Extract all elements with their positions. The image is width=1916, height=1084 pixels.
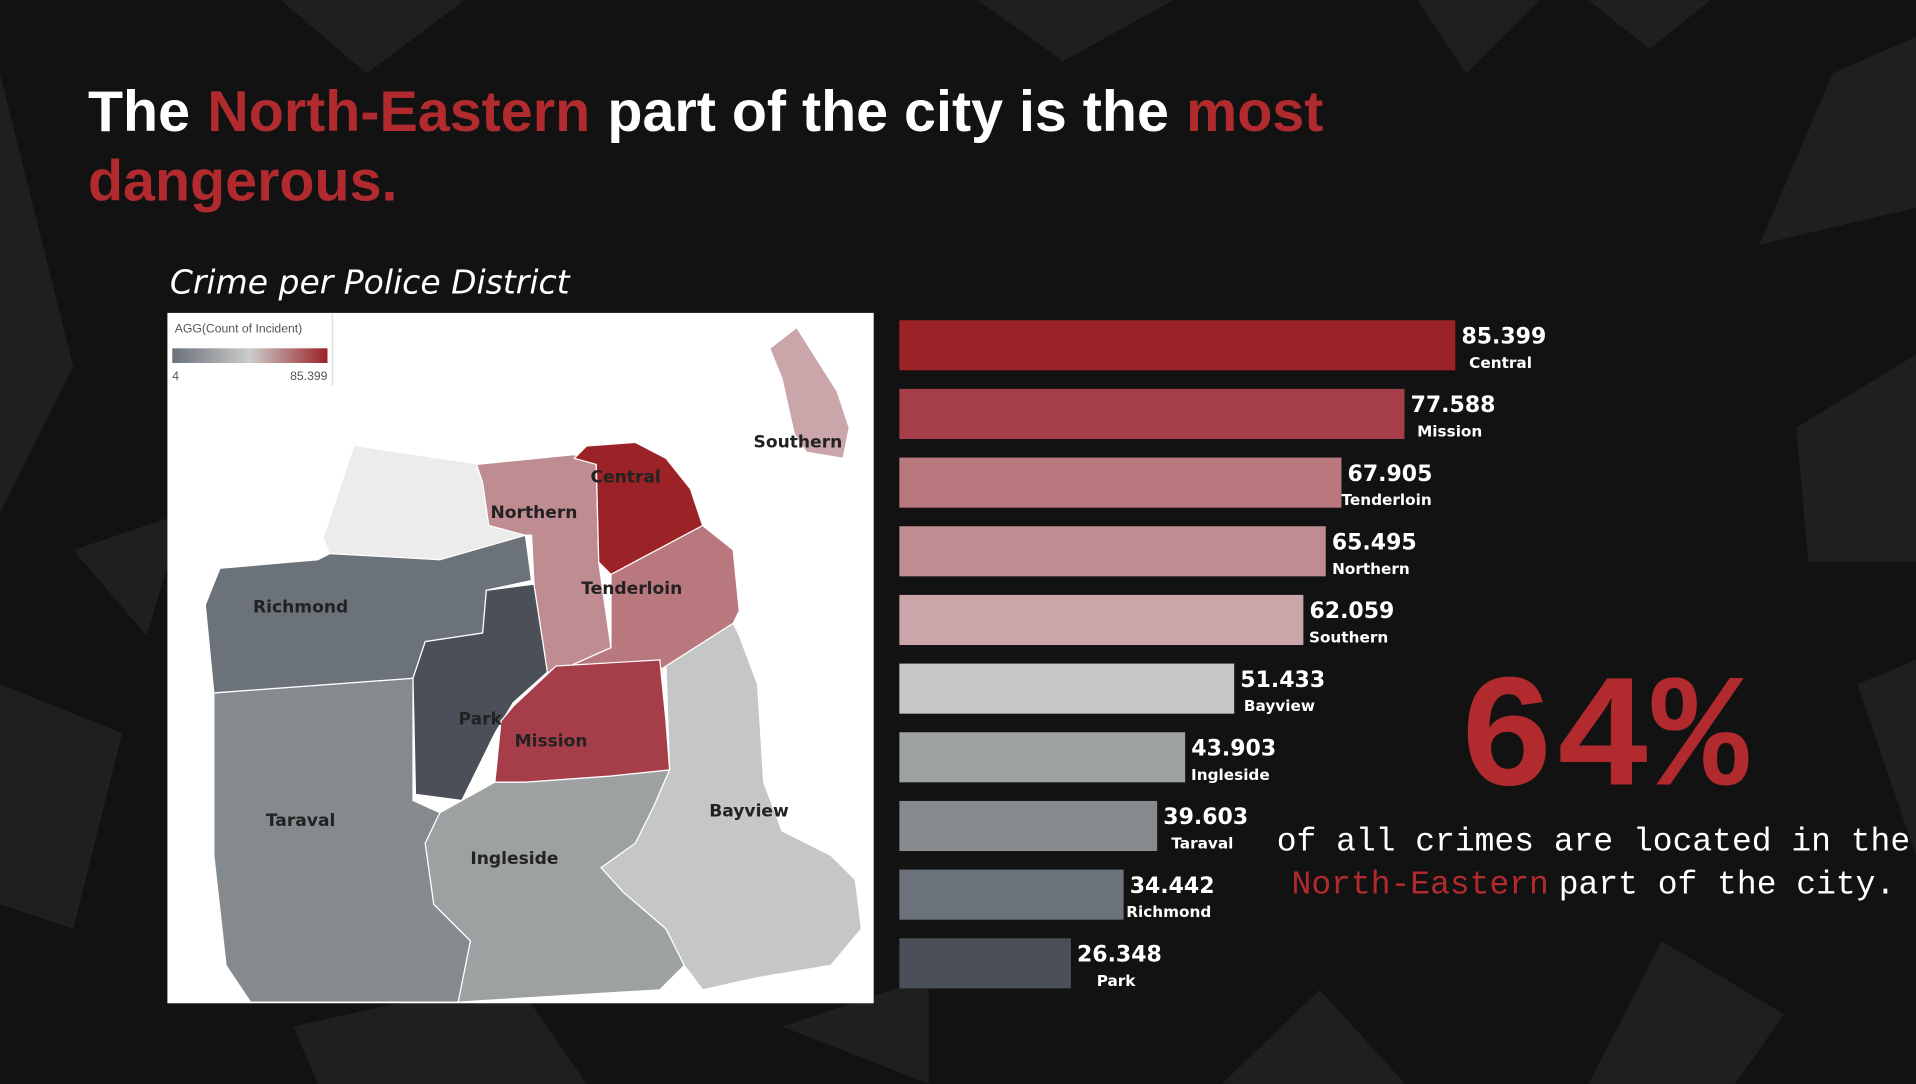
legend-title: AGG(Count of Incident) <box>175 321 303 335</box>
value-label: 51.433 <box>1240 668 1325 693</box>
bar <box>899 869 1124 920</box>
category-label: Bayview <box>1244 697 1315 715</box>
category-label: Richmond <box>1126 903 1211 921</box>
value-label: 34.442 <box>1130 874 1215 899</box>
bar <box>899 594 1304 646</box>
district <box>412 583 549 802</box>
value-label: 62.059 <box>1309 599 1394 624</box>
district-label: Central <box>590 468 660 488</box>
value-label: 67.905 <box>1348 462 1433 487</box>
bar <box>899 800 1158 852</box>
district-label: Northern <box>490 503 577 523</box>
district-label: Ingleside <box>470 849 558 869</box>
value-label: 39.603 <box>1163 805 1248 830</box>
district-label: Southern <box>754 432 843 452</box>
category-label: Northern <box>1332 560 1410 578</box>
district <box>573 441 704 576</box>
text-segment: The <box>88 80 190 144</box>
district-label: Taraval <box>266 811 336 831</box>
bar <box>899 938 1071 989</box>
headline: The North-Eastern part of the city is the m… <box>88 80 1323 214</box>
text-segment: most <box>1186 80 1323 144</box>
text-segment: dangerous. <box>88 149 397 213</box>
district-label: Mission <box>515 732 588 752</box>
category-label: Park <box>1097 972 1137 990</box>
legend-max: 85.399 <box>290 369 328 383</box>
bar <box>899 732 1186 783</box>
district <box>494 659 671 783</box>
text-segment: North-Eastern <box>1292 866 1549 903</box>
chart-title: Crime per Police District <box>170 262 571 301</box>
category-label: Tenderloin <box>1342 491 1432 509</box>
text-segment: part of the city. <box>1559 866 1896 903</box>
text-line: North-Eastern part of the city. <box>1292 866 1896 903</box>
bar <box>899 388 1405 439</box>
text-line: The North-Eastern part of the city is the m… <box>88 80 1323 144</box>
bar <box>899 320 1456 371</box>
text-segment: North-Eastern <box>207 80 590 144</box>
district <box>600 622 863 991</box>
bar <box>899 457 1342 508</box>
big-stat: 64% <box>1458 652 1749 834</box>
district-label: Park <box>459 710 503 730</box>
district-label: Bayview <box>709 801 789 821</box>
text-line: of all crimes are located in the <box>1277 824 1910 861</box>
legend-min: 4 <box>172 369 179 383</box>
value-label: 85.399 <box>1461 324 1546 349</box>
value-label: 26.348 <box>1077 942 1162 967</box>
value-label: 65.495 <box>1332 530 1417 555</box>
category-label: Central <box>1469 354 1532 372</box>
text-line: dangerous. <box>88 149 397 213</box>
district-label: Richmond <box>253 597 348 617</box>
bar-chart: 85.399 Central 77.588 Mission 67.905 Tenderlo… <box>899 320 1546 990</box>
legend-gradient <box>172 348 328 363</box>
category-label: Ingleside <box>1191 766 1270 784</box>
stat-caption: of all crimes are located in the North-Ea… <box>1277 824 1910 904</box>
category-label: Southern <box>1309 629 1388 647</box>
value-label: 77.588 <box>1411 393 1496 418</box>
map: Central Mission Tenderloin Northern Southern… <box>204 326 863 1003</box>
district <box>555 524 740 679</box>
district-label: Tenderloin <box>581 579 682 599</box>
category-label: Taraval <box>1171 835 1233 853</box>
district <box>769 326 850 459</box>
text-segment: part of the city is the <box>607 80 1169 144</box>
map-legend: AGG(Count of Incident) 4 85.399 <box>172 312 333 387</box>
bar <box>899 526 1326 577</box>
bar <box>899 663 1235 714</box>
text-segment: of all crimes are located in the <box>1277 824 1910 861</box>
value-label: 43.903 <box>1191 736 1276 761</box>
category-label: Mission <box>1417 423 1482 441</box>
map-area <box>323 446 526 560</box>
